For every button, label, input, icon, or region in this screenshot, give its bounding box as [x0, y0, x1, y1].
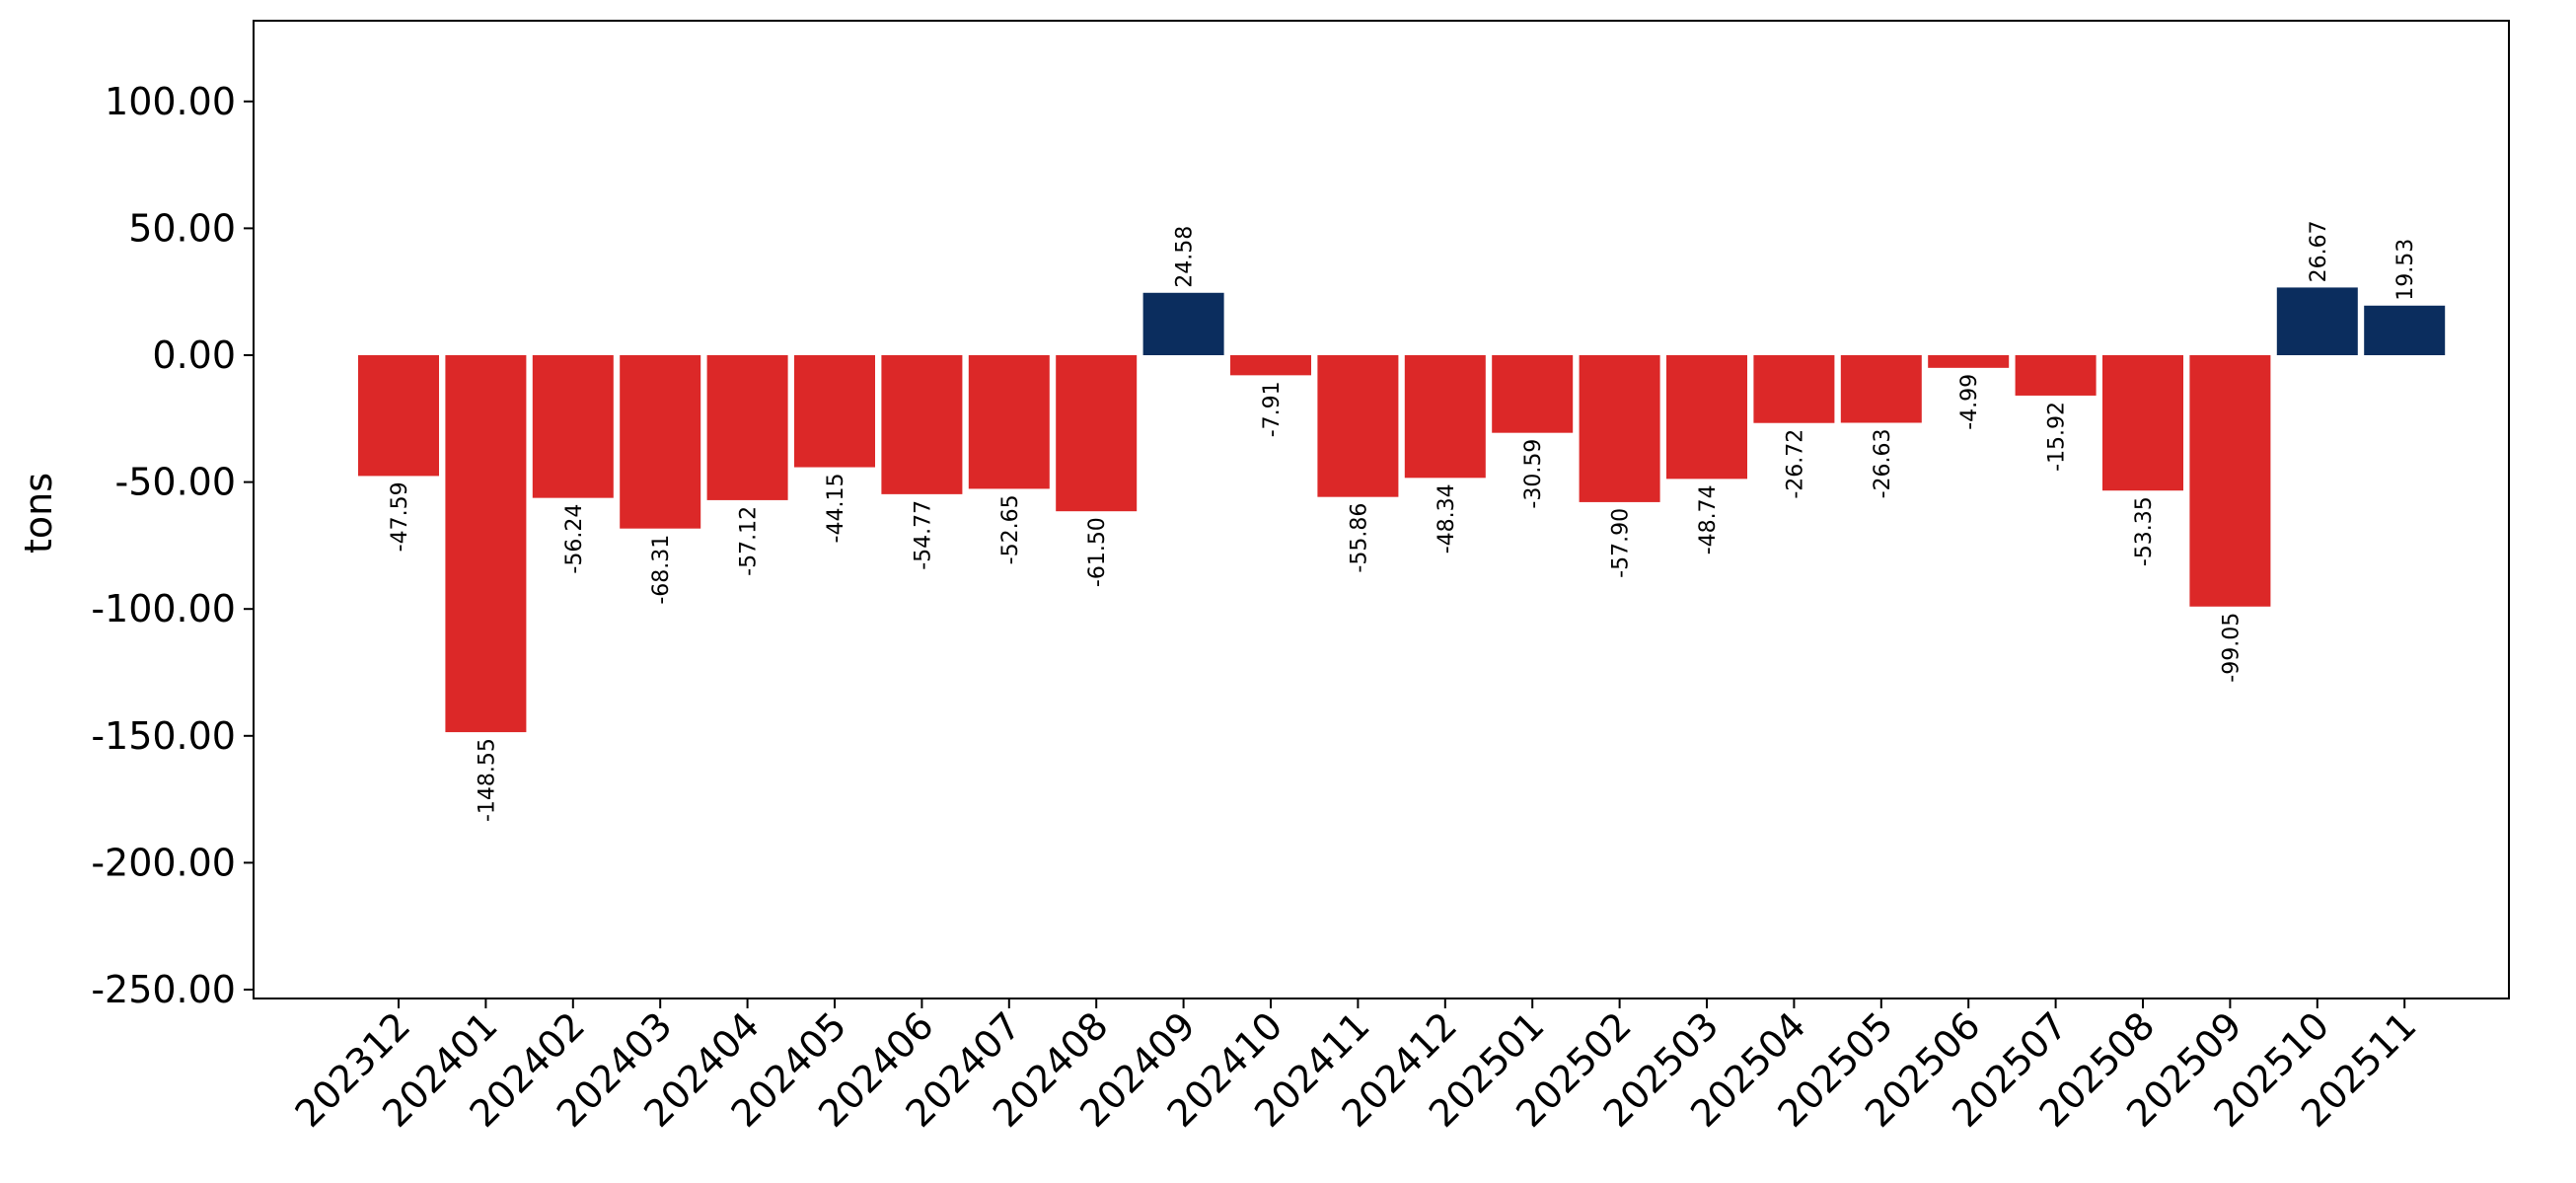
value-label-202411: -55.86 — [1347, 503, 1371, 573]
bar-202505 — [1840, 355, 1922, 423]
bar-202401 — [445, 355, 527, 733]
bar-202507 — [2015, 355, 2097, 396]
y-tick-label: -100.00 — [91, 587, 236, 630]
y-tick-label: -200.00 — [91, 841, 236, 884]
bar-202407 — [968, 355, 1050, 489]
value-label-202502: -57.90 — [1609, 508, 1634, 578]
value-label-202510: 26.67 — [2307, 220, 2331, 282]
bar-202412 — [1404, 355, 1486, 479]
value-label-202404: -57.12 — [737, 506, 762, 576]
value-label-202506: -4.99 — [1957, 374, 1982, 430]
value-label-202403: -68.31 — [649, 535, 674, 605]
value-label-202412: -48.34 — [1435, 483, 1459, 554]
bar-202406 — [881, 355, 963, 494]
value-label-202312: -47.59 — [388, 481, 412, 552]
bar-202410 — [1230, 355, 1311, 376]
bar-202508 — [2102, 355, 2183, 491]
y-tick-label: 0.00 — [152, 333, 236, 377]
bar-202408 — [1056, 355, 1138, 512]
y-tick-label: -50.00 — [115, 461, 237, 504]
bar-202503 — [1666, 355, 1747, 480]
bar-202506 — [1928, 355, 2010, 368]
value-label-202409: 24.58 — [1173, 226, 1198, 288]
y-tick-label: 100.00 — [105, 80, 236, 123]
bar-202405 — [794, 355, 875, 468]
bar-202504 — [1753, 355, 1835, 423]
value-label-202505: -26.63 — [1871, 428, 1895, 498]
bars-group — [358, 287, 2446, 733]
bar-202402 — [532, 355, 614, 498]
value-label-202401: -148.55 — [475, 738, 499, 822]
plot-frame — [253, 20, 2510, 999]
bar-202510 — [2276, 287, 2358, 355]
value-label-202410: -7.91 — [1260, 381, 1285, 437]
value-label-202402: -56.24 — [562, 504, 587, 574]
value-labels-group: -47.59 -148.55 -56.24 -68.31 -57.12 -44.15 -54… — [388, 220, 2418, 822]
y-axis-label: tons — [17, 473, 60, 554]
value-label-202408: -61.50 — [1085, 517, 1110, 587]
y-tick-label: 50.00 — [128, 206, 236, 250]
value-label-202501: -30.59 — [1521, 439, 1546, 509]
value-label-202504: -26.72 — [1783, 429, 1807, 499]
value-label-202405: -44.15 — [824, 474, 848, 544]
bar-202411 — [1317, 355, 1399, 497]
value-label-202406: -54.77 — [911, 500, 935, 570]
bar-202502 — [1579, 355, 1660, 502]
value-label-202507: -15.92 — [2045, 402, 2070, 472]
y-tick-label: -250.00 — [91, 968, 236, 1011]
bar-202409 — [1142, 292, 1224, 355]
y-axis: -250.00 -200.00 -150.00 -100.00 -50.00 0.00 50… — [91, 80, 254, 1011]
bar-202403 — [620, 355, 701, 529]
y-tick-label: -150.00 — [91, 714, 236, 758]
bar-202509 — [2189, 355, 2271, 607]
value-label-202509: -99.05 — [2219, 613, 2244, 683]
bar-202404 — [706, 355, 788, 500]
value-label-202511: 19.53 — [2393, 239, 2418, 301]
value-label-202503: -48.74 — [1696, 484, 1721, 555]
value-label-202407: -52.65 — [998, 494, 1023, 564]
bar-202312 — [358, 355, 439, 477]
bar-202511 — [2364, 305, 2446, 355]
bar-202501 — [1492, 355, 1574, 433]
value-label-202508: -53.35 — [2132, 496, 2157, 566]
